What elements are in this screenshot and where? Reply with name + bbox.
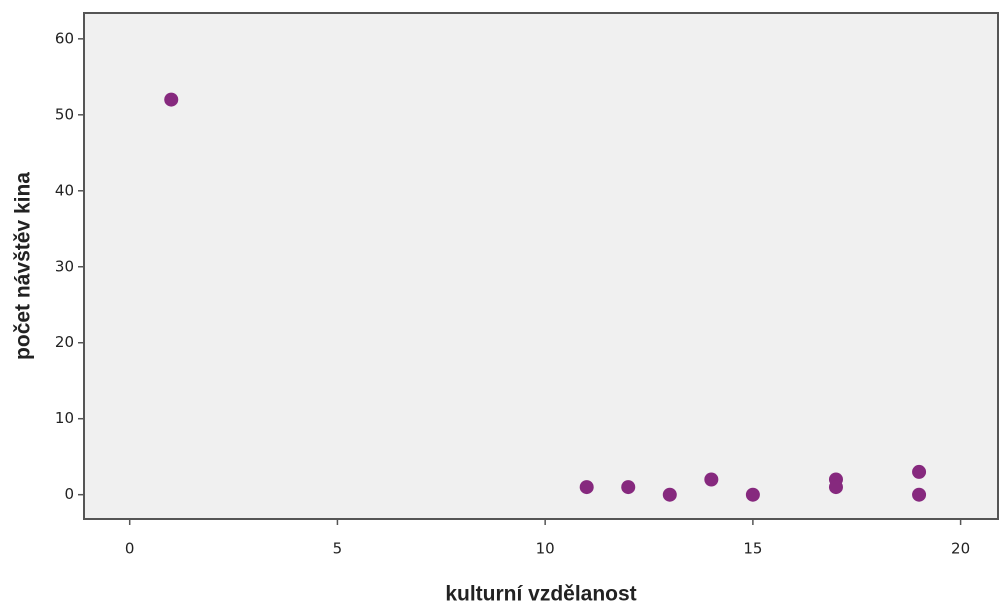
y-tick-label: 0 bbox=[64, 485, 74, 503]
point bbox=[704, 472, 719, 487]
point bbox=[912, 487, 927, 502]
y-tick-label: 10 bbox=[55, 409, 74, 427]
point bbox=[912, 464, 927, 479]
y-axis-label: počet návštěv kina bbox=[12, 172, 35, 360]
y-tick-label: 40 bbox=[55, 181, 74, 199]
x-axis-label: kulturní vzdělanost bbox=[445, 583, 636, 605]
point bbox=[621, 480, 636, 495]
point bbox=[164, 92, 179, 107]
x-tick-label: 0 bbox=[125, 540, 135, 558]
y-tick-label: 20 bbox=[55, 333, 74, 351]
x-tick-label: 15 bbox=[743, 540, 762, 558]
point bbox=[662, 487, 677, 502]
x-tick-label: 5 bbox=[333, 540, 343, 558]
x-tick-label: 10 bbox=[536, 540, 555, 558]
y-tick-label: 30 bbox=[55, 257, 74, 275]
point bbox=[579, 480, 594, 495]
y-tick-label: 60 bbox=[55, 29, 74, 47]
x-tick-label: 20 bbox=[951, 540, 970, 558]
point bbox=[828, 480, 843, 495]
point bbox=[745, 487, 760, 502]
plot-area bbox=[83, 12, 999, 520]
y-tick-label: 50 bbox=[55, 105, 74, 123]
